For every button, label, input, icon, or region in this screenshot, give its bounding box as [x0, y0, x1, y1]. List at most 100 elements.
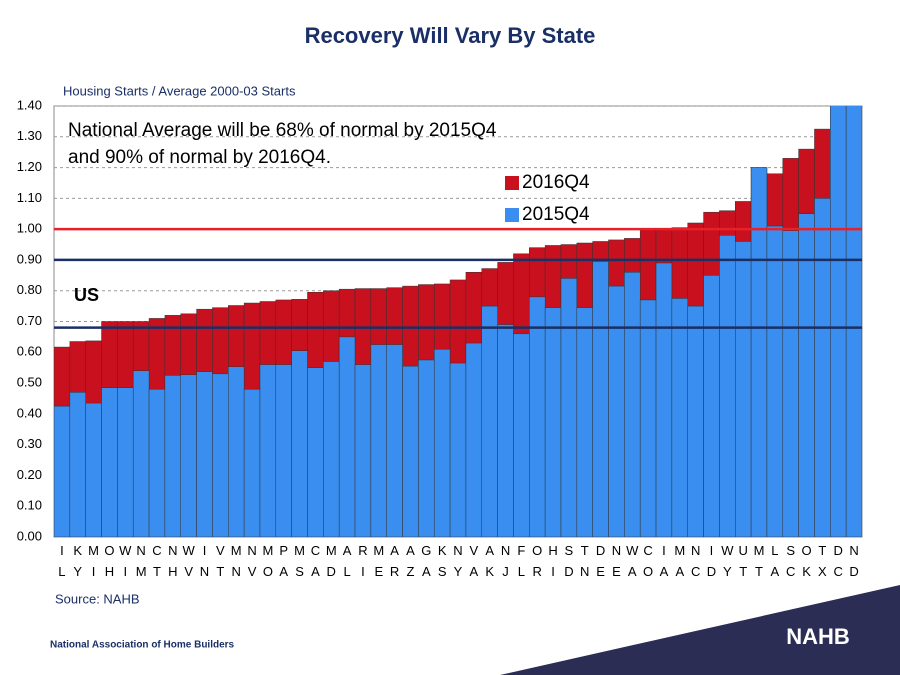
bar: [497, 324, 514, 537]
x-tick-label: NV: [245, 543, 260, 585]
bar: [814, 198, 831, 537]
x-tick-label: WY: [720, 543, 735, 585]
bar: [750, 167, 768, 537]
x-tick-label: NJ: [498, 543, 513, 585]
legend-label: 2015Q4: [522, 204, 590, 225]
x-tick-label: VT: [213, 543, 228, 585]
bar: [275, 364, 292, 537]
bar: [576, 307, 593, 537]
x-tick-label: WV: [181, 543, 196, 585]
x-tick-label: AK: [482, 543, 497, 585]
bar: [481, 305, 498, 537]
bar: [608, 285, 625, 537]
bar: [132, 370, 150, 537]
y-tick-label: 0.70: [17, 313, 42, 328]
reference-label: US: [74, 285, 99, 305]
x-tick-label: IN: [197, 543, 212, 585]
x-tick-label: KY: [70, 543, 85, 585]
bar: [402, 365, 419, 537]
bar: [735, 241, 752, 537]
x-tick-label: DC: [831, 543, 846, 585]
bar: [338, 336, 356, 537]
bar: [703, 275, 720, 537]
x-tick-label: MO: [260, 543, 275, 585]
x-tick-label: PA: [276, 543, 291, 585]
logo: NAHB: [786, 624, 850, 649]
x-tick-label: MS: [292, 543, 307, 585]
bar: [687, 305, 704, 537]
x-tick-label: HI: [546, 543, 561, 585]
x-tick-label: AR: [387, 543, 402, 585]
bar: [418, 359, 435, 537]
bar: [54, 405, 71, 537]
x-tick-label: UT: [736, 543, 751, 585]
x-tick-label: SD: [561, 543, 576, 585]
bar: [592, 261, 609, 537]
footer: National Association of Home Builders: [50, 640, 235, 651]
bar: [323, 361, 340, 537]
x-tick-label: ND: [847, 543, 862, 585]
legend-swatch: [505, 208, 519, 222]
x-tick-label: LA: [767, 543, 782, 585]
annotation: and 90% of normal by 2016Q4.: [68, 147, 331, 168]
x-tick-label: FL: [514, 543, 529, 585]
bar: [101, 387, 118, 537]
bar: [196, 371, 213, 537]
x-tick-label: OR: [530, 543, 545, 585]
x-tick-label: TN: [577, 543, 592, 585]
bar: [291, 350, 308, 537]
bar: [639, 299, 657, 537]
chart-title: Recovery Will Vary By State: [305, 23, 596, 48]
source: Source: NAHB: [55, 591, 140, 606]
y-tick-label: 0.60: [17, 344, 42, 359]
bar: [180, 374, 197, 537]
y-tick-label: 1.30: [17, 128, 42, 143]
x-tick-label: MD: [324, 543, 339, 585]
bar: [655, 262, 673, 537]
x-tick-label: NY: [451, 543, 466, 585]
x-tick-label: CO: [641, 543, 656, 585]
bar: [69, 392, 86, 537]
bar: [243, 388, 261, 537]
x-tick-label: OH: [102, 543, 117, 585]
bar: [228, 366, 245, 537]
x-tick-label: AZ: [403, 543, 418, 585]
bar: [433, 348, 451, 537]
x-tick-label: VA: [466, 543, 481, 585]
x-tick-label: IL: [54, 543, 69, 585]
x-tick-label: NE: [609, 543, 624, 585]
y-tick-label: 0.20: [17, 467, 42, 482]
x-tick-label: TX: [815, 543, 830, 585]
bar: [85, 402, 102, 537]
x-tick-label: NM: [134, 543, 149, 585]
x-tick-label: ID: [704, 543, 719, 585]
x-tick-label: MA: [672, 543, 687, 585]
bar: [212, 373, 229, 537]
bar: [117, 387, 134, 537]
bar: [782, 230, 799, 537]
x-tick-label: CT: [149, 543, 164, 585]
bar: [465, 342, 483, 537]
x-tick-label: CA: [308, 543, 323, 585]
y-tick-label: 0.10: [17, 498, 42, 513]
plot: [54, 106, 862, 537]
bar: [513, 333, 530, 537]
legend-label: 2016Q4: [522, 172, 590, 193]
bar: [830, 106, 847, 537]
bar: [544, 307, 562, 537]
bar: [529, 296, 546, 537]
y-tick-label: 0.90: [17, 251, 42, 266]
x-tick-label: SC: [783, 543, 798, 585]
x-tick-label: KS: [435, 543, 450, 585]
x-tick-label: WA: [625, 543, 640, 585]
x-tick-label: NH: [165, 543, 180, 585]
annotation: National Average will be 68% of normal b…: [68, 120, 497, 141]
x-tick-label: IA: [656, 543, 671, 585]
x-tick-label: DE: [593, 543, 608, 585]
y-tick-label: 0.00: [17, 528, 42, 543]
y-tick-label: 1.20: [17, 159, 42, 174]
x-tick-label: GA: [419, 543, 434, 585]
y-tick-label: 1.00: [17, 221, 42, 236]
bar: [719, 235, 736, 537]
bar: [624, 271, 641, 537]
